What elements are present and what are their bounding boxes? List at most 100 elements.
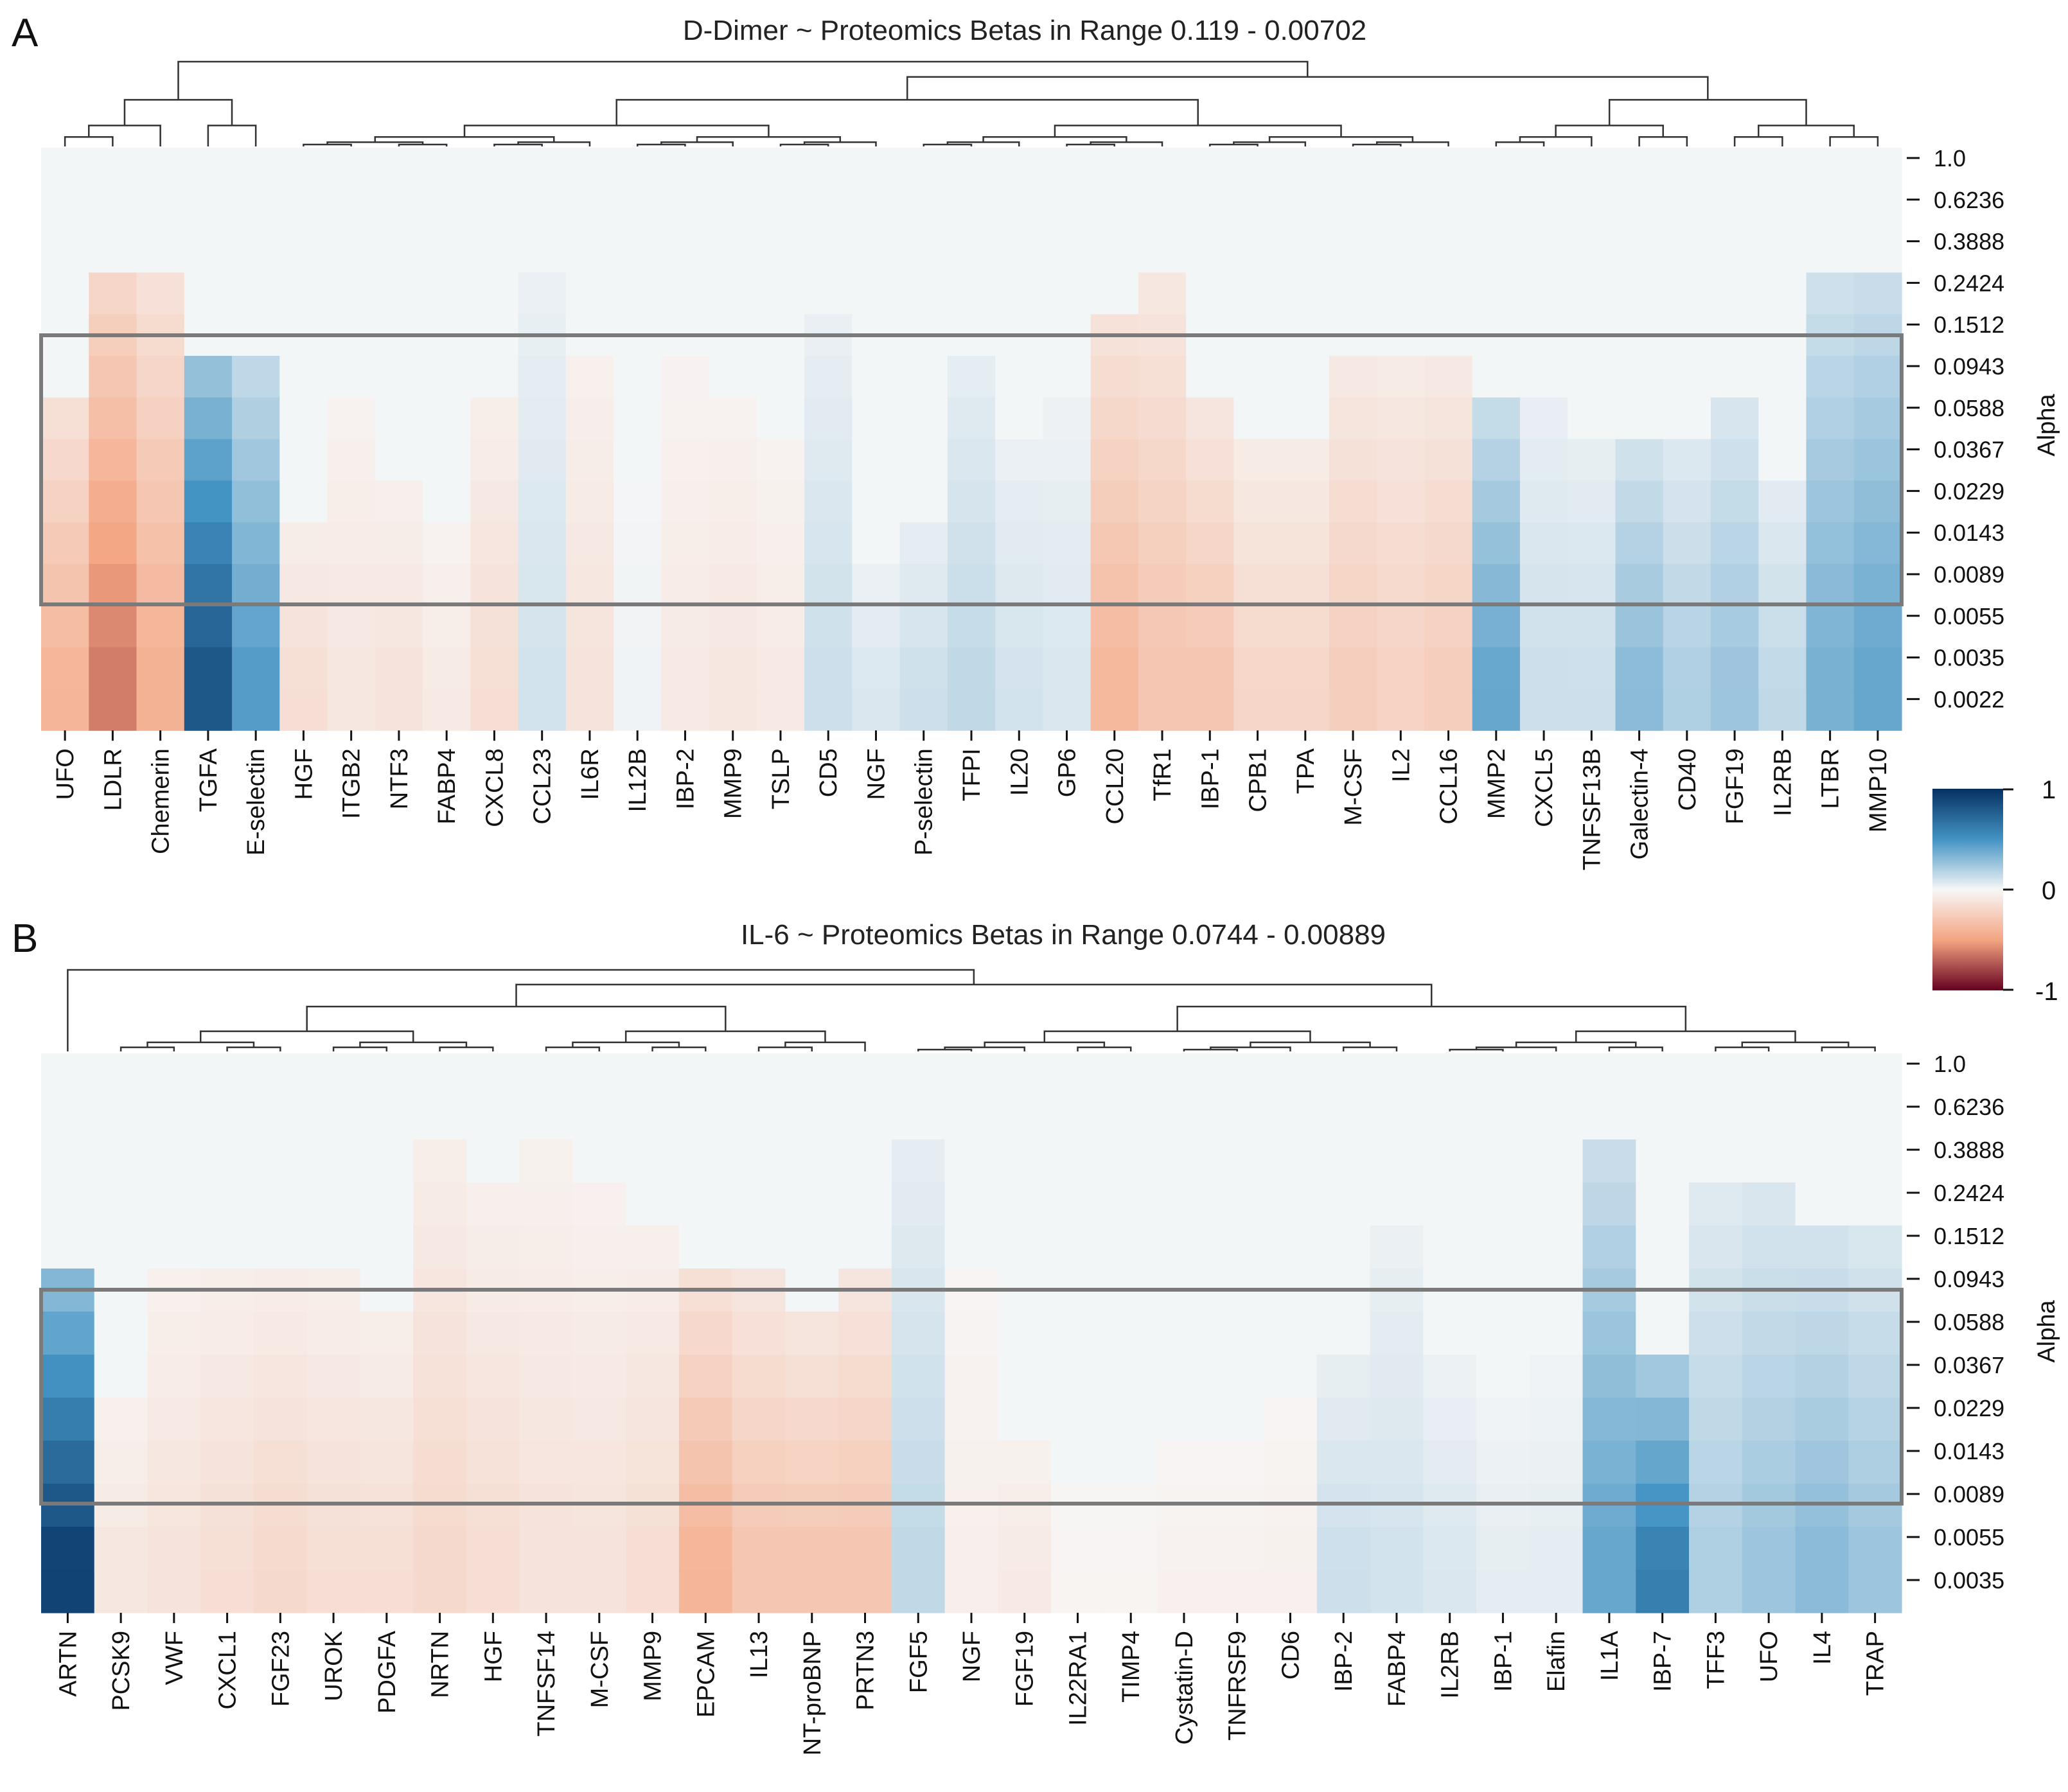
heatmap-cell [661,356,710,398]
heatmap-cell [899,689,948,731]
heatmap-cell [785,1225,839,1269]
heatmap-cell [1043,272,1091,315]
heatmap-cell [1568,564,1616,606]
heatmap-cell [732,1096,786,1140]
heatmap-cell [184,272,233,315]
heatmap-cell [1663,605,1711,648]
dendrogram-link [545,1046,601,1051]
panel-b-letter: B [12,917,38,961]
heatmap-cell [995,647,1043,689]
gene-label: IL2 [1388,748,1415,782]
heatmap-cell [1186,148,1235,190]
heatmap-cell [1316,1139,1371,1183]
heatmap-cell [944,1398,998,1441]
gene-label: FGF19 [1722,748,1749,824]
heatmap-cell [626,1441,680,1484]
heatmap-cell [838,1225,892,1269]
heatmap-cell [1043,689,1091,731]
heatmap-cell [306,1355,361,1398]
heatmap-cell [1795,1570,1849,1613]
heatmap-cell [1848,1398,1902,1441]
heatmap-cell [1636,1139,1690,1183]
heatmap-cell [998,1398,1052,1441]
heatmap-cell [899,231,948,273]
panel-b-ylabel: Alpha [2033,1300,2060,1363]
heatmap-cell [1806,522,1855,565]
heatmap-cell [891,1139,946,1183]
y-tick-label: 0.2424 [1934,1180,2004,1206]
heatmap-cell [1264,1570,1318,1613]
gene-label: PDGFA [374,1630,401,1713]
heatmap-cell [1281,272,1330,315]
heatmap-cell [1157,1441,1211,1484]
heatmap-cell [1806,356,1855,398]
heatmap-cell [1742,1182,1796,1226]
heatmap-cell [1424,647,1473,689]
heatmap-cell [1582,1570,1636,1613]
heatmap-cell [519,1053,574,1097]
heatmap-cell [947,189,996,232]
heatmap-cell [1377,397,1426,440]
panel-b-y-axis: 1.0 0.6236 0.3888 0.2424 0.1512 0.0943 0.0588 0… [1907,1051,2004,1594]
heatmap-cell [998,1225,1052,1269]
heatmap-cell [1281,564,1330,606]
gene-label: FGF23 [267,1631,294,1707]
heatmap-cell [1848,1225,1902,1269]
colorbar-tick-mid: 0 [2042,877,2056,905]
heatmap-cell [232,148,280,190]
heatmap-cell [678,1441,733,1484]
heatmap-cell [852,231,901,273]
heatmap-cell [1472,189,1521,232]
heatmap-cell [1758,564,1807,606]
heatmap-cell [995,439,1043,481]
heatmap-cell [1568,231,1616,273]
heatmap-cell [1615,522,1664,565]
heatmap-cell [1157,1527,1211,1570]
heatmap-cell [1476,1139,1530,1183]
heatmap-cell [327,647,376,689]
gene-label: IBP-7 [1650,1631,1677,1692]
panel-b-title: IL-6 ~ Proteomics Betas in Range 0.0744 … [741,919,1386,951]
heatmap-cell [41,605,89,648]
heatmap-cell [518,148,567,190]
heatmap-cell [1529,1096,1584,1140]
heatmap-cell [184,189,233,232]
heatmap-cell [466,1570,520,1613]
gene-label: IL4 [1809,1631,1836,1665]
dendrogram-link [779,143,829,146]
heatmap-cell [1853,272,1902,315]
dendrogram-link [636,143,686,146]
heatmap-cell [614,356,662,398]
heatmap-cell [944,1139,998,1183]
dendrogram-link [493,143,543,146]
heatmap-cell [1264,1441,1318,1484]
panel-a-ylabel: Alpha [2033,394,2060,457]
heatmap-cell [1377,272,1426,315]
heatmap-cell [899,356,948,398]
heatmap-cell [1090,605,1139,648]
gene-label: IBP-1 [1197,748,1224,809]
heatmap-cell [470,689,519,731]
heatmap-cell [200,1398,254,1441]
heatmap-cell [1051,1312,1105,1355]
heatmap-cell [375,439,423,481]
heatmap-cell [327,148,376,190]
y-tick-label: 0.6236 [1934,187,2004,213]
heatmap-cell [785,1441,839,1484]
heatmap-cell [1476,1398,1530,1441]
heatmap-cell [94,1225,148,1269]
heatmap-cell [565,439,614,481]
heatmap-cell [1853,605,1902,648]
heatmap-cell [41,1527,95,1570]
heatmap-cell [1043,397,1091,440]
gene-label: NT-proBNP [799,1631,826,1755]
heatmap-cell [944,1096,998,1140]
heatmap-cell [1043,189,1091,232]
heatmap-cell [1233,272,1282,315]
gene-label: IL2RB [1769,748,1796,816]
heatmap-cell [327,356,376,398]
gene-label: CD5 [815,748,842,797]
heatmap-cell [1104,1053,1158,1097]
gene-label: MMP9 [640,1631,667,1701]
heatmap-cell [1043,647,1091,689]
